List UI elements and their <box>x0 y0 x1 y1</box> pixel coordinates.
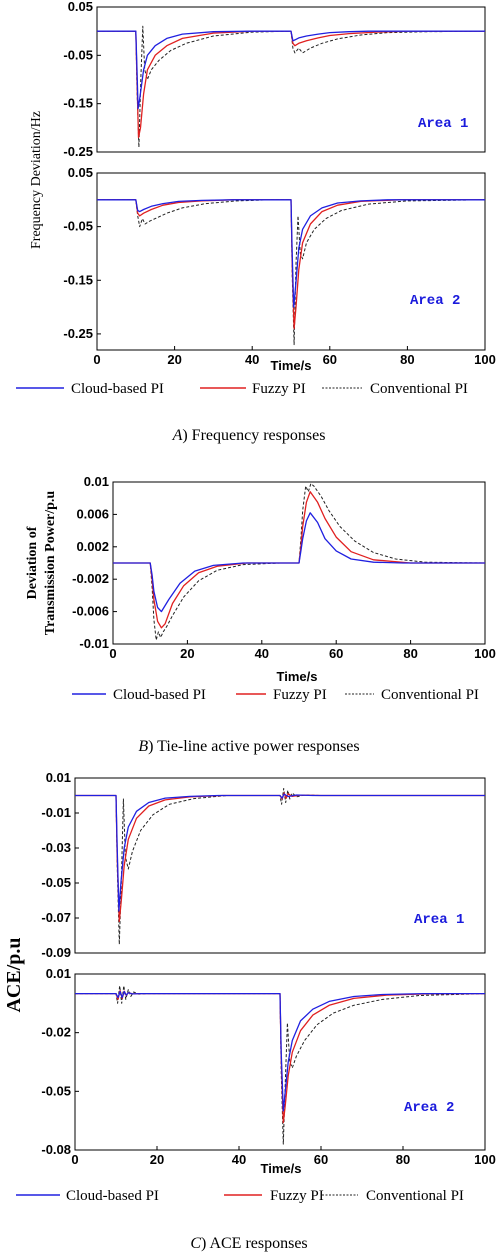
legend-c: Cloud-based PI Fuzzy PI Conventional PI <box>16 1188 464 1204</box>
y-tick-label-a1-1: -0.05 <box>63 47 93 62</box>
x-tick-label-c2-2: 40 <box>232 1152 246 1167</box>
x-axis-label-a: Time/s <box>271 358 312 373</box>
legend-c-conventional-label: Conventional PI <box>366 1188 464 1204</box>
x-tick-label-a2-1: 20 <box>167 352 181 367</box>
y-tick-label-c2-1: -0.02 <box>41 1025 71 1040</box>
y-tick-label-c1-3: -0.05 <box>41 875 71 890</box>
x-tick-label-a2-5: 100 <box>474 352 496 367</box>
series-cloud-a2 <box>97 199 485 308</box>
area2-label-a: Area 2 <box>410 293 460 309</box>
x-tick-label-c2-1: 20 <box>150 1152 164 1167</box>
legend-b-conventional-label: Conventional PI <box>381 687 479 703</box>
x-tick-label-b-1: 20 <box>180 646 194 661</box>
y-tick-label-a2-1: -0.05 <box>63 219 93 234</box>
caption-b: B) Tie-line active power responses <box>138 738 359 755</box>
legend-c-fuzzy-label: Fuzzy PI <box>270 1188 324 1204</box>
x-tick-label-c2-3: 60 <box>314 1152 328 1167</box>
y-tick-label-c2-2: -0.05 <box>41 1083 71 1098</box>
y-tick-label-b-2: 0.002 <box>76 539 109 554</box>
x-tick-label-c2-5: 100 <box>474 1152 496 1167</box>
y-axis-label-frequency: Frequency Deviation/Hz <box>29 111 44 249</box>
x-tick-label-b-0: 0 <box>109 646 116 661</box>
x-tick-label-b-4: 80 <box>403 646 417 661</box>
x-tick-label-b-5: 100 <box>474 646 496 661</box>
y-axis-label-b-line2: Transmission Power/p.u <box>43 491 58 636</box>
x-tick-label-b-3: 60 <box>329 646 343 661</box>
chart-frequency-area1: Area 1 0.05 -0.05 -0.15 -0.25 <box>63 0 486 159</box>
chart-ace-area1: Area 1 0.01 -0.01 -0.03 -0.05 -0.07 -0.09 <box>41 770 486 960</box>
y-tick-label-a2-0: 0.05 <box>68 165 93 180</box>
area2-label-c: Area 2 <box>404 1100 454 1116</box>
y-tick-label-c2-3: -0.08 <box>41 1142 71 1157</box>
x-tick-label-c2-0: 0 <box>71 1152 78 1167</box>
y-tick-label-a2-3: -0.25 <box>63 326 93 341</box>
legend-a: Cloud-based PI Fuzzy PI Conventional PI <box>16 381 468 397</box>
legend-a-fuzzy-label: Fuzzy PI <box>252 381 306 397</box>
x-tick-label-c2-4: 80 <box>396 1152 410 1167</box>
plot-frame-a1 <box>96 6 486 153</box>
y-tick-label-a1-2: -0.15 <box>63 96 93 111</box>
chart-ace-area2: Area 2 Time/s 0.01 -0.02 -0.05 -0.080 20 40 60… <box>41 966 495 1176</box>
x-tick-label-a2-0: 0 <box>93 352 100 367</box>
plot-frame-c2 <box>74 973 486 1151</box>
legend-b-cloud-label: Cloud-based PI <box>113 687 206 703</box>
y-tick-label-b-5: -0.01 <box>79 636 109 651</box>
x-tick-label-a2-4: 80 <box>400 352 414 367</box>
series-cloud-b <box>113 512 485 613</box>
x-tick-label-b-2: 40 <box>255 646 269 661</box>
y-axis-label-b-line1: Deviation of <box>25 526 40 599</box>
y-tick-label-c2-0: 0.01 <box>46 966 71 981</box>
legend-b-fuzzy-label: Fuzzy PI <box>273 687 327 703</box>
y-tick-label-c1-0: 0.01 <box>46 770 71 785</box>
y-tick-label-b-3: -0.002 <box>72 571 109 586</box>
y-tick-label-a1-3: -0.25 <box>63 144 93 159</box>
plot-frame-a2 <box>96 172 486 351</box>
x-tick-label-a2-2: 40 <box>245 352 259 367</box>
series-cloud-c1 <box>75 793 485 912</box>
y-tick-label-b-0: 0.01 <box>84 474 109 489</box>
y-tick-label-c1-5: -0.09 <box>41 945 71 960</box>
y-tick-label-c1-2: -0.03 <box>41 840 71 855</box>
series-cloud-a1 <box>97 30 485 110</box>
y-tick-label-a2-2: -0.15 <box>63 272 93 287</box>
area1-label-c: Area 1 <box>414 912 464 928</box>
x-axis-label-b: Time/s <box>277 669 318 684</box>
legend-c-cloud-label: Cloud-based PI <box>66 1188 159 1204</box>
legend-a-conventional-label: Conventional PI <box>370 381 468 397</box>
series-cloud-c2 <box>75 990 485 1112</box>
caption-c: C) ACE responses <box>190 1235 307 1252</box>
chart-tieline-power: Time/s 0.01 0.006 0.002 -0.002 -0.006 -0.010 2… <box>72 474 496 684</box>
x-axis-label-c: Time/s <box>261 1161 302 1176</box>
y-tick-label-a1-0: 0.05 <box>68 0 93 14</box>
y-tick-label-c1-4: -0.07 <box>41 910 71 925</box>
y-tick-label-b-4: -0.006 <box>72 604 109 619</box>
area1-label-a: Area 1 <box>418 116 468 132</box>
y-tick-label-b-1: 0.006 <box>76 506 109 521</box>
legend-b: Cloud-based PI Fuzzy PI Conventional PI <box>72 687 479 703</box>
caption-a: A) Frequency responses <box>172 427 326 444</box>
x-tick-label-a2-3: 60 <box>323 352 337 367</box>
y-tick-label-c1-1: -0.01 <box>41 805 71 820</box>
chart-frequency-area2: Area 2 Time/s 0.05 -0.05 -0.15 -0.250 20 40 60… <box>63 165 495 373</box>
plot-frame-c1 <box>74 777 486 954</box>
series-conventional-a1 <box>97 25 486 148</box>
legend-a-cloud-label: Cloud-based PI <box>71 381 164 397</box>
y-axis-label-ace: ACE/p.u <box>3 937 25 1012</box>
